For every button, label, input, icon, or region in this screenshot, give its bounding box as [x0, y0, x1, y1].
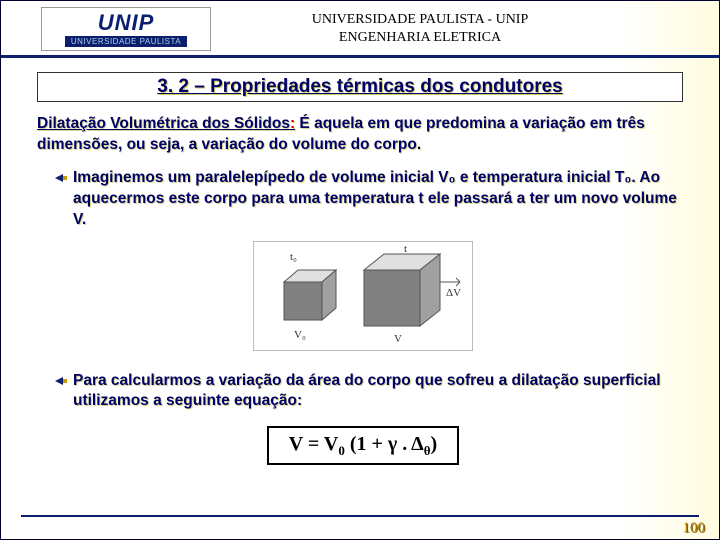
label-dV: ΔV	[446, 286, 461, 301]
label-V: V	[394, 332, 402, 347]
formula-eq: =	[303, 433, 324, 455]
formula-theta: θ	[424, 443, 431, 458]
formula-close: )	[431, 433, 438, 455]
page-number: 100	[683, 520, 706, 537]
header-line2: ENGENHARIA ELETRICA	[339, 30, 501, 45]
label-V0: V₀	[294, 328, 306, 343]
pencil-icon	[55, 174, 67, 182]
unip-logo: UNIP UNIVERSIDADE PAULISTA	[41, 7, 211, 51]
big-cube	[364, 254, 440, 326]
logo-main-text: UNIP	[98, 12, 155, 34]
small-cube	[284, 270, 336, 320]
formula-lhs: V	[289, 433, 303, 455]
bullet-2: Para calcularmos a variação da área do c…	[59, 371, 689, 413]
header-line1: UNIVERSIDADE PAULISTA - UNIP	[312, 12, 529, 27]
section-title: 3. 2 – Propriedades térmicas dos conduto…	[157, 76, 562, 97]
label-t0: t₀	[290, 250, 297, 265]
footer-rule	[21, 515, 699, 517]
cubes-diagram: t₀ t V₀ V ΔV	[253, 241, 473, 351]
formula-box: V = V0 (1 + γ . Δθ)	[267, 426, 459, 465]
label-t: t	[404, 242, 407, 257]
intro-term: Dilatação Volumétrica dos Sólidos:	[37, 115, 295, 132]
content-area: Dilatação Volumétrica dos Sólidos: É aqu…	[1, 114, 719, 465]
header-institution: UNIVERSIDADE PAULISTA - UNIP ENGENHARIA …	[211, 11, 689, 47]
pencil-icon	[55, 377, 67, 385]
logo-sub-text: UNIVERSIDADE PAULISTA	[65, 36, 187, 47]
diagram-container: t₀ t V₀ V ΔV	[37, 241, 689, 359]
formula-open: (1 + γ . Δ	[345, 433, 424, 455]
bullet-1: Imaginemos um paralelepípedo de volume i…	[59, 168, 689, 231]
cubes-svg	[254, 242, 474, 352]
section-title-box: 3. 2 – Propriedades térmicas dos conduto…	[37, 72, 683, 102]
intro-paragraph: Dilatação Volumétrica dos Sólidos: É aqu…	[37, 114, 689, 156]
formula-container: V = V0 (1 + γ . Δθ)	[37, 426, 689, 465]
bullet-2-text: Para calcularmos a variação da área do c…	[73, 372, 661, 410]
page-header: UNIP UNIVERSIDADE PAULISTA UNIVERSIDADE …	[1, 1, 719, 58]
formula-V: V	[324, 433, 338, 455]
bullet-1-text: Imaginemos um paralelepípedo de volume i…	[73, 169, 677, 228]
